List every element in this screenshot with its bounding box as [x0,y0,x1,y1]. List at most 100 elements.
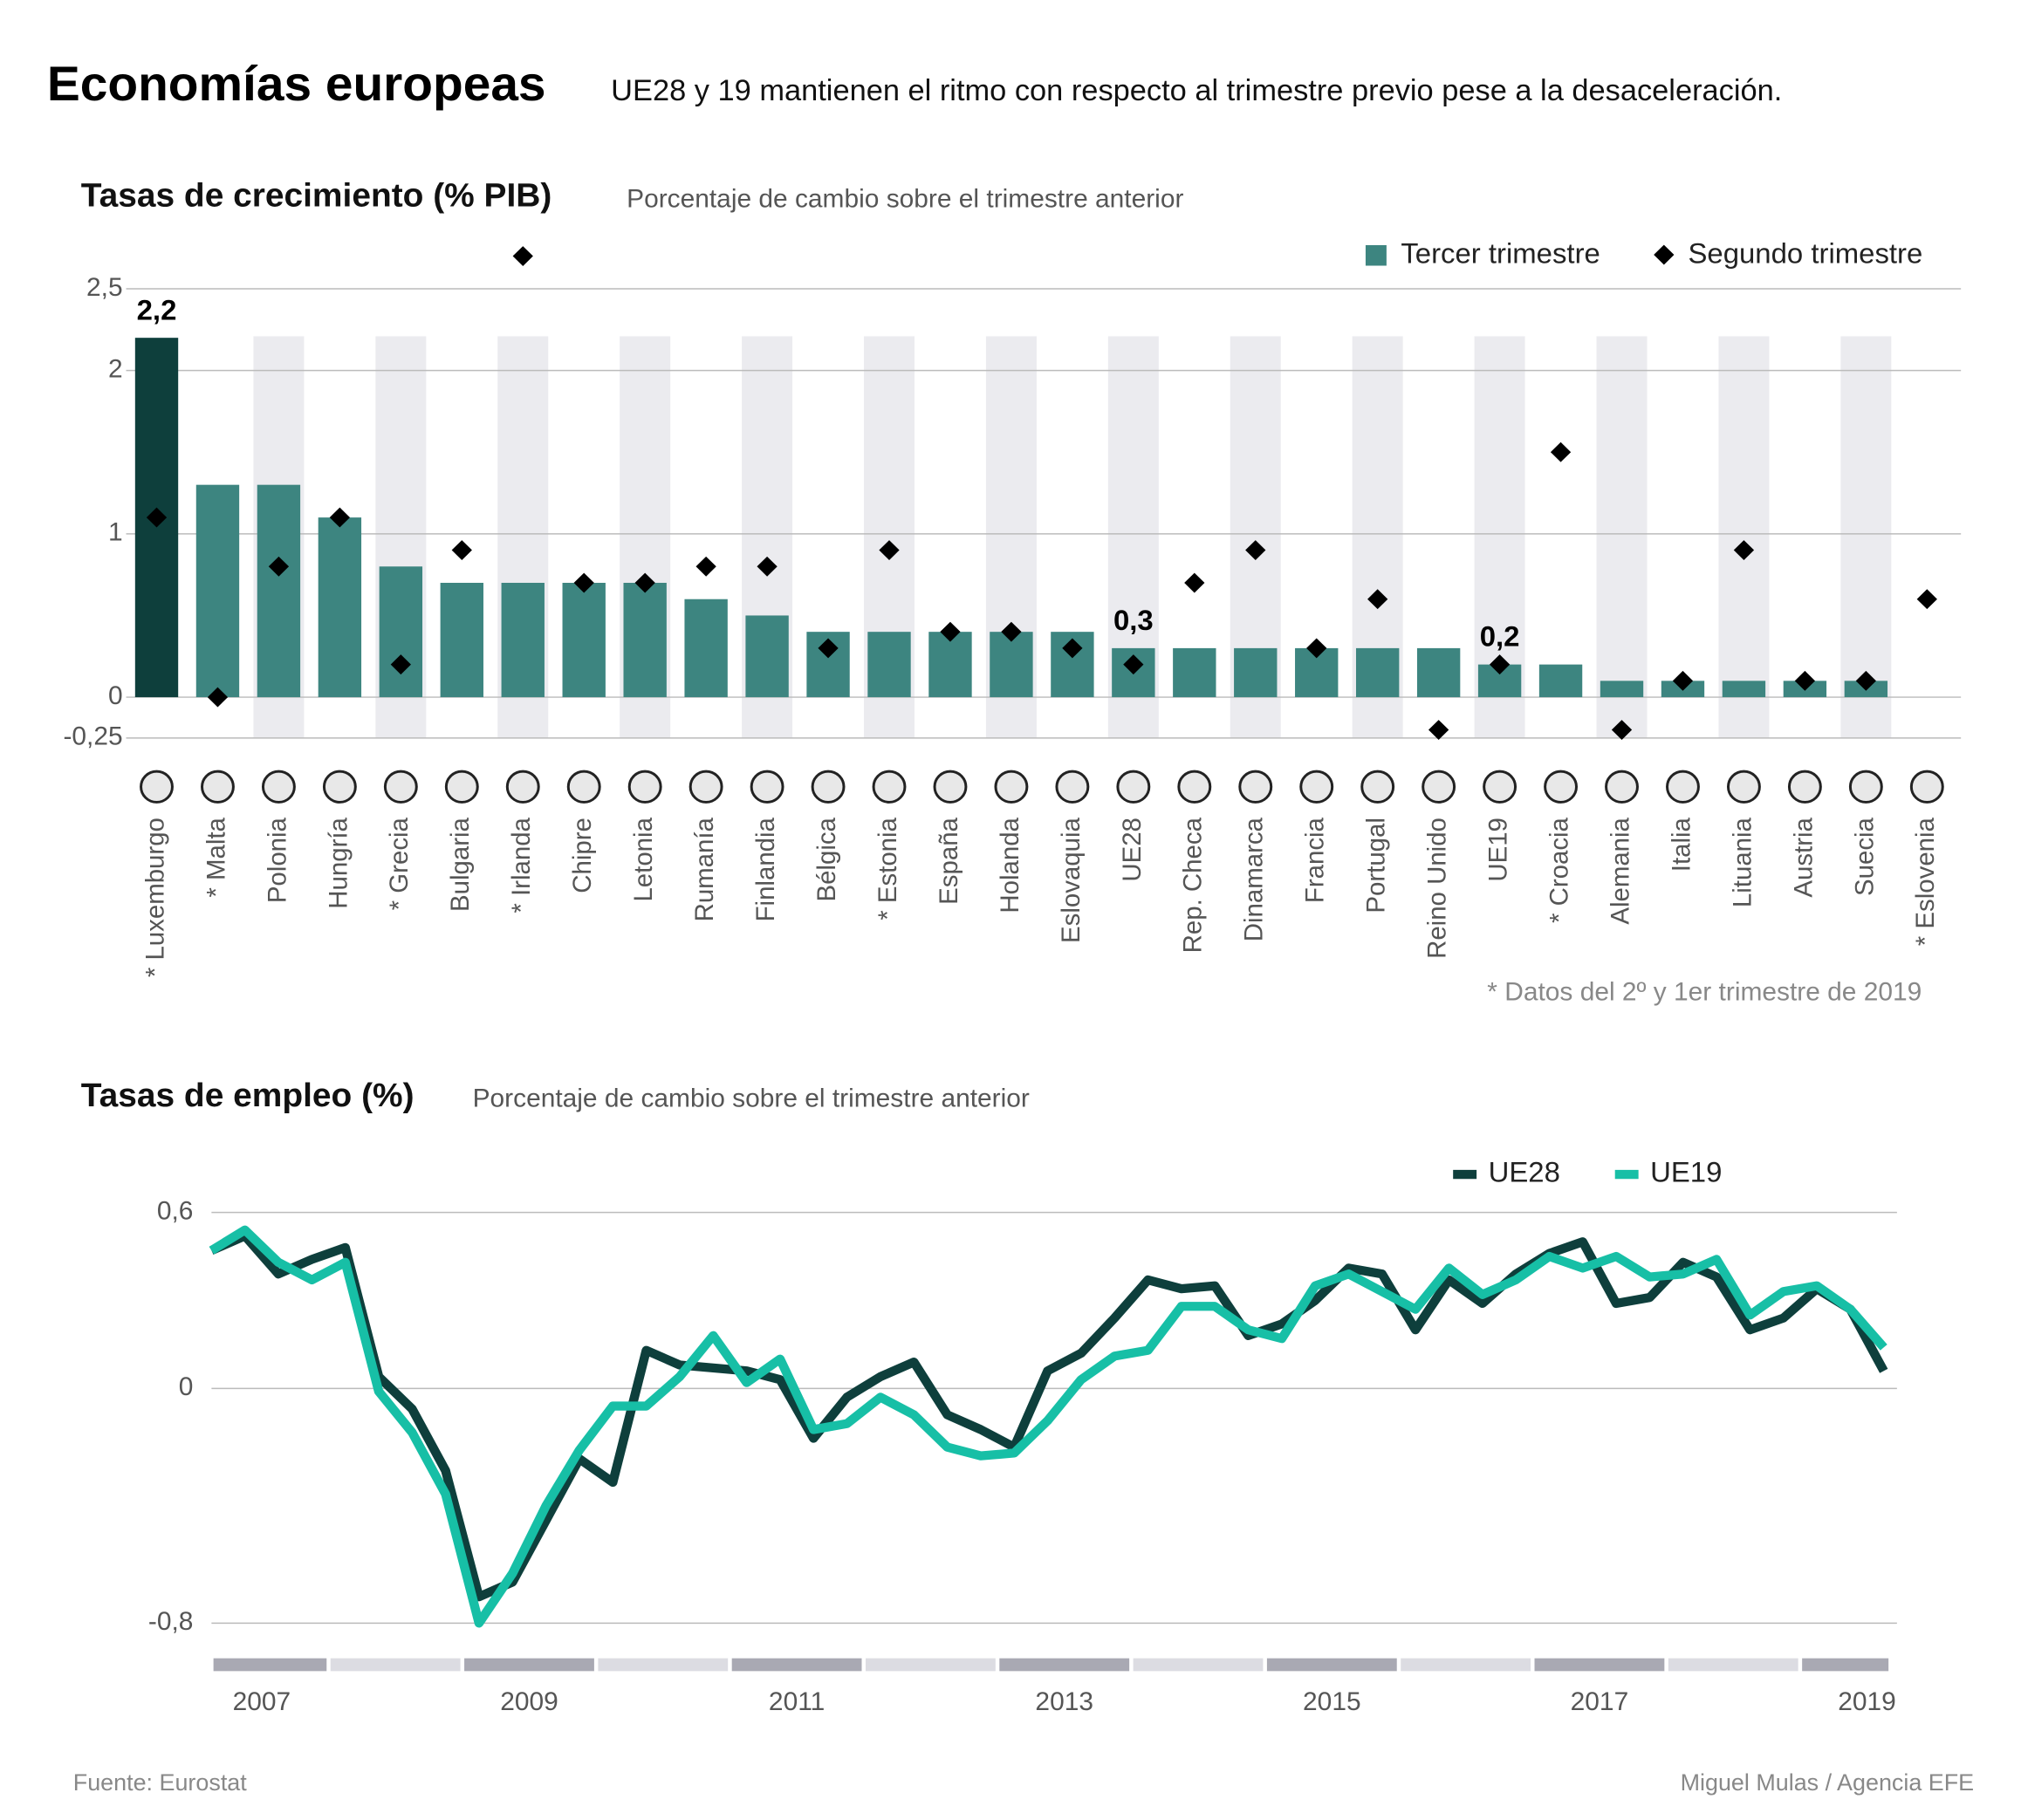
year-band [865,1658,996,1672]
flag [1848,770,1883,804]
flag [811,770,846,804]
x-tick-label: Hungría [324,818,353,909]
diamond-marker [1489,654,1511,675]
x-tick-label: 2019 [1838,1687,1896,1716]
main-subtitle: UE28 y 19 mantienen el ritmo con respect… [611,74,1782,107]
x-tick-label: Bulgaria [446,818,475,912]
x-tick-label: Finlandia [751,818,780,922]
year-band [1401,1658,1531,1672]
bar [440,583,483,698]
flag [1909,770,1944,804]
value-label: 0,2 [1480,620,1520,653]
bar [867,632,911,698]
x-tick-label: 2011 [769,1687,825,1716]
flag [322,770,357,804]
x-tick-label: * Eslovenia [1911,818,1940,947]
x-tick-label: * Croacia [1545,818,1573,923]
x-tick-label: Lituania [1728,818,1757,908]
bar [1416,647,1461,698]
bar [623,583,667,698]
diamond-marker [1184,572,1205,593]
chart-title: Tasas de empleo (%) [81,1077,414,1114]
flag [1055,770,1090,804]
flag [689,770,723,804]
credit: Miguel Mulas / Agencia EFE [1681,1769,1975,1796]
bar [928,632,972,698]
y-tick-label: 1 [108,518,123,547]
diamond-marker [1855,670,1876,691]
flag [140,770,174,804]
year-band [1668,1658,1798,1672]
diamond-marker [1245,540,1266,561]
x-tick-label: Dinamarca [1239,818,1268,942]
chart-subtitle: Porcentaje de cambio sobre el trimestre … [627,184,1183,213]
bar [1234,647,1278,698]
flag [750,770,784,804]
flag [1605,770,1639,804]
legend-label: Segundo trimestre [1688,237,1922,270]
line-series [209,1231,1888,1602]
flag [1666,770,1700,804]
flag [1360,770,1395,804]
diamond-marker [634,572,655,593]
bar [195,484,240,698]
band-shade [1718,336,1770,738]
chart-title: Tasas de crecimiento (% PIB) [81,177,552,215]
chart-subtitle: Porcentaje de cambio sobre el trimestre … [473,1084,1030,1113]
flag [627,770,662,804]
source: Fuente: Eurostat [73,1769,248,1796]
diamond-marker [268,556,290,577]
x-tick-label: Chipre [568,818,597,893]
year-band [598,1658,729,1672]
flag [994,770,1029,804]
flag [1116,770,1151,804]
x-tick-label: Polonia [263,818,291,904]
x-tick-label: Eslovaquia [1057,818,1086,943]
diamond-marker [512,246,533,266]
bar [990,632,1033,698]
x-tick-label: 2013 [1035,1687,1093,1716]
diamond-marker [573,572,594,593]
x-tick-label: * Irlanda [507,818,536,913]
x-tick-label: 2017 [1571,1687,1629,1716]
y-tick-label: -0,25 [63,722,122,751]
band-shade [1596,336,1648,738]
flag [1787,770,1822,804]
note: * Datos del 2º y 1er trimestre de 2019 [1487,978,1922,1007]
x-tick-label: Rumanía [690,818,719,922]
x-tick-label: 2009 [500,1687,558,1716]
flag [1726,770,1761,804]
x-tick-label: Austria [1789,818,1818,898]
legend-label: UE28 [1489,1156,1560,1188]
x-tick-label: 2007 [233,1687,291,1716]
y-tick-label: 2,5 [86,273,123,302]
flag [566,770,601,804]
flag [444,770,479,804]
year-band [213,1658,327,1672]
y-tick-label: 2 [108,355,123,384]
diamond-marker [329,507,351,528]
legend-label: UE19 [1650,1156,1722,1188]
x-tick-label: * Grecia [385,818,414,911]
bar [501,583,545,698]
diamond-marker [1123,654,1144,675]
x-tick-label: Letonia [629,818,658,902]
y-tick-label: 0 [108,681,123,710]
year-band [330,1658,461,1672]
bar [1538,664,1583,698]
x-tick-label: UE19 [1483,818,1512,882]
flag [1422,770,1456,804]
legend-swatch [1365,244,1387,266]
bar [1722,681,1766,698]
x-tick-label: Rep. Checa [1178,818,1207,954]
year-band [731,1658,862,1672]
x-tick-label: Francia [1300,818,1329,904]
flag [201,770,235,804]
bar [1173,647,1216,698]
x-tick-label: * Estonia [873,818,902,920]
flag [383,770,418,804]
flag [1177,770,1212,804]
legend-label: Tercer trimestre [1401,237,1600,270]
